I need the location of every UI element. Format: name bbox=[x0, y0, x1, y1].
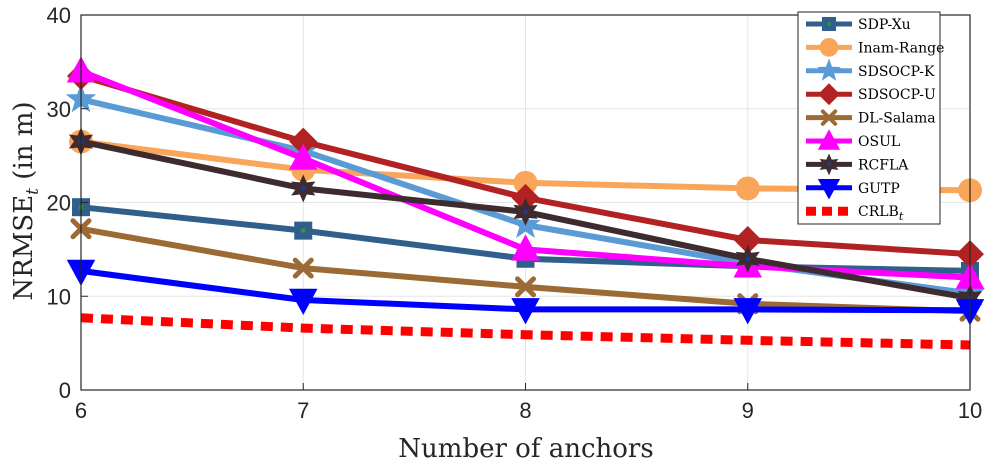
marker-hexagram-center bbox=[300, 185, 306, 191]
marker-triangle-down bbox=[733, 298, 762, 325]
marker-star bbox=[817, 58, 841, 81]
marker-circle bbox=[819, 38, 839, 57]
tick-labels: 6 7 8 9 10 0 10 20 30 40 bbox=[47, 3, 983, 423]
x-axis-title: Number of anchors bbox=[398, 434, 653, 464]
legend: SDP-Xu Inam-Range SDSOCP-K SDSOCP-U DL-Salam… bbox=[797, 11, 944, 225]
legend-label: OSUL bbox=[858, 134, 900, 150]
marker-triangle-down bbox=[511, 298, 540, 325]
y-axis-subscript: t bbox=[23, 188, 43, 195]
marker-square-center bbox=[301, 228, 306, 233]
x-tick-label: 7 bbox=[297, 398, 309, 423]
legend-entry: Inam-Range bbox=[806, 38, 944, 57]
legend-label: DL-Salama bbox=[858, 111, 936, 127]
marker-diamond bbox=[289, 127, 318, 156]
y-tick-label: 10 bbox=[47, 284, 71, 309]
marker-triangle-up bbox=[817, 129, 841, 150]
legend-entry: CRLBt bbox=[806, 204, 904, 223]
legend-entry: SDP-Xu bbox=[806, 16, 911, 33]
legend-label: SDSOCP-U bbox=[858, 87, 936, 103]
marker-hexagram-center bbox=[745, 256, 751, 262]
y-axis-title: NRMSEt (in m) bbox=[9, 101, 43, 300]
marker-x bbox=[292, 257, 314, 279]
x-tick-label: 9 bbox=[742, 398, 754, 423]
marker-circle bbox=[735, 176, 760, 201]
marker-circle bbox=[513, 170, 538, 195]
x-tick-label: 6 bbox=[75, 398, 87, 423]
marker-triangle-down bbox=[289, 288, 318, 315]
series-crlb bbox=[80, 313, 971, 350]
legend-entry: SDSOCP-U bbox=[806, 83, 936, 106]
legend-label: GUTP bbox=[858, 181, 900, 197]
marker-square-center bbox=[827, 22, 831, 26]
x-tick-label: 10 bbox=[958, 398, 982, 423]
marker-diamond bbox=[818, 83, 840, 106]
legend-entry: SDSOCP-K bbox=[806, 58, 935, 81]
marker-triangle-down bbox=[817, 179, 841, 200]
legend-label: Inam-Range bbox=[858, 40, 944, 56]
marker-diamond bbox=[733, 226, 762, 254]
legend-entry: DL-Salama bbox=[806, 109, 936, 127]
marker-triangle-up bbox=[289, 143, 318, 170]
legend-label: SDSOCP-K bbox=[858, 64, 935, 80]
y-axis-unit: (in m) bbox=[9, 101, 39, 188]
marker-x bbox=[515, 276, 536, 298]
legend-entry: RCFLA bbox=[806, 153, 909, 176]
series-line bbox=[80, 313, 971, 350]
y-tick-label: 30 bbox=[47, 97, 71, 122]
marker-hexagram-center bbox=[523, 209, 528, 215]
legend-entry: GUTP bbox=[806, 179, 900, 200]
y-tick-label: 0 bbox=[59, 378, 71, 403]
marker-triangle-up bbox=[511, 234, 540, 261]
marker-hexagram-center bbox=[827, 162, 831, 167]
legend-label: SDP-Xu bbox=[858, 17, 911, 33]
marker-x bbox=[820, 109, 838, 126]
legend-label: CRLBt bbox=[858, 204, 904, 223]
x-tick-label: 8 bbox=[519, 398, 531, 423]
marker-diamond bbox=[511, 183, 540, 212]
y-tick-label: 40 bbox=[47, 3, 71, 28]
legend-entry: OSUL bbox=[806, 129, 900, 150]
legend-label-subscript: t bbox=[899, 210, 904, 223]
legend-label: RCFLA bbox=[858, 157, 909, 173]
y-tick-label: 20 bbox=[47, 191, 71, 216]
